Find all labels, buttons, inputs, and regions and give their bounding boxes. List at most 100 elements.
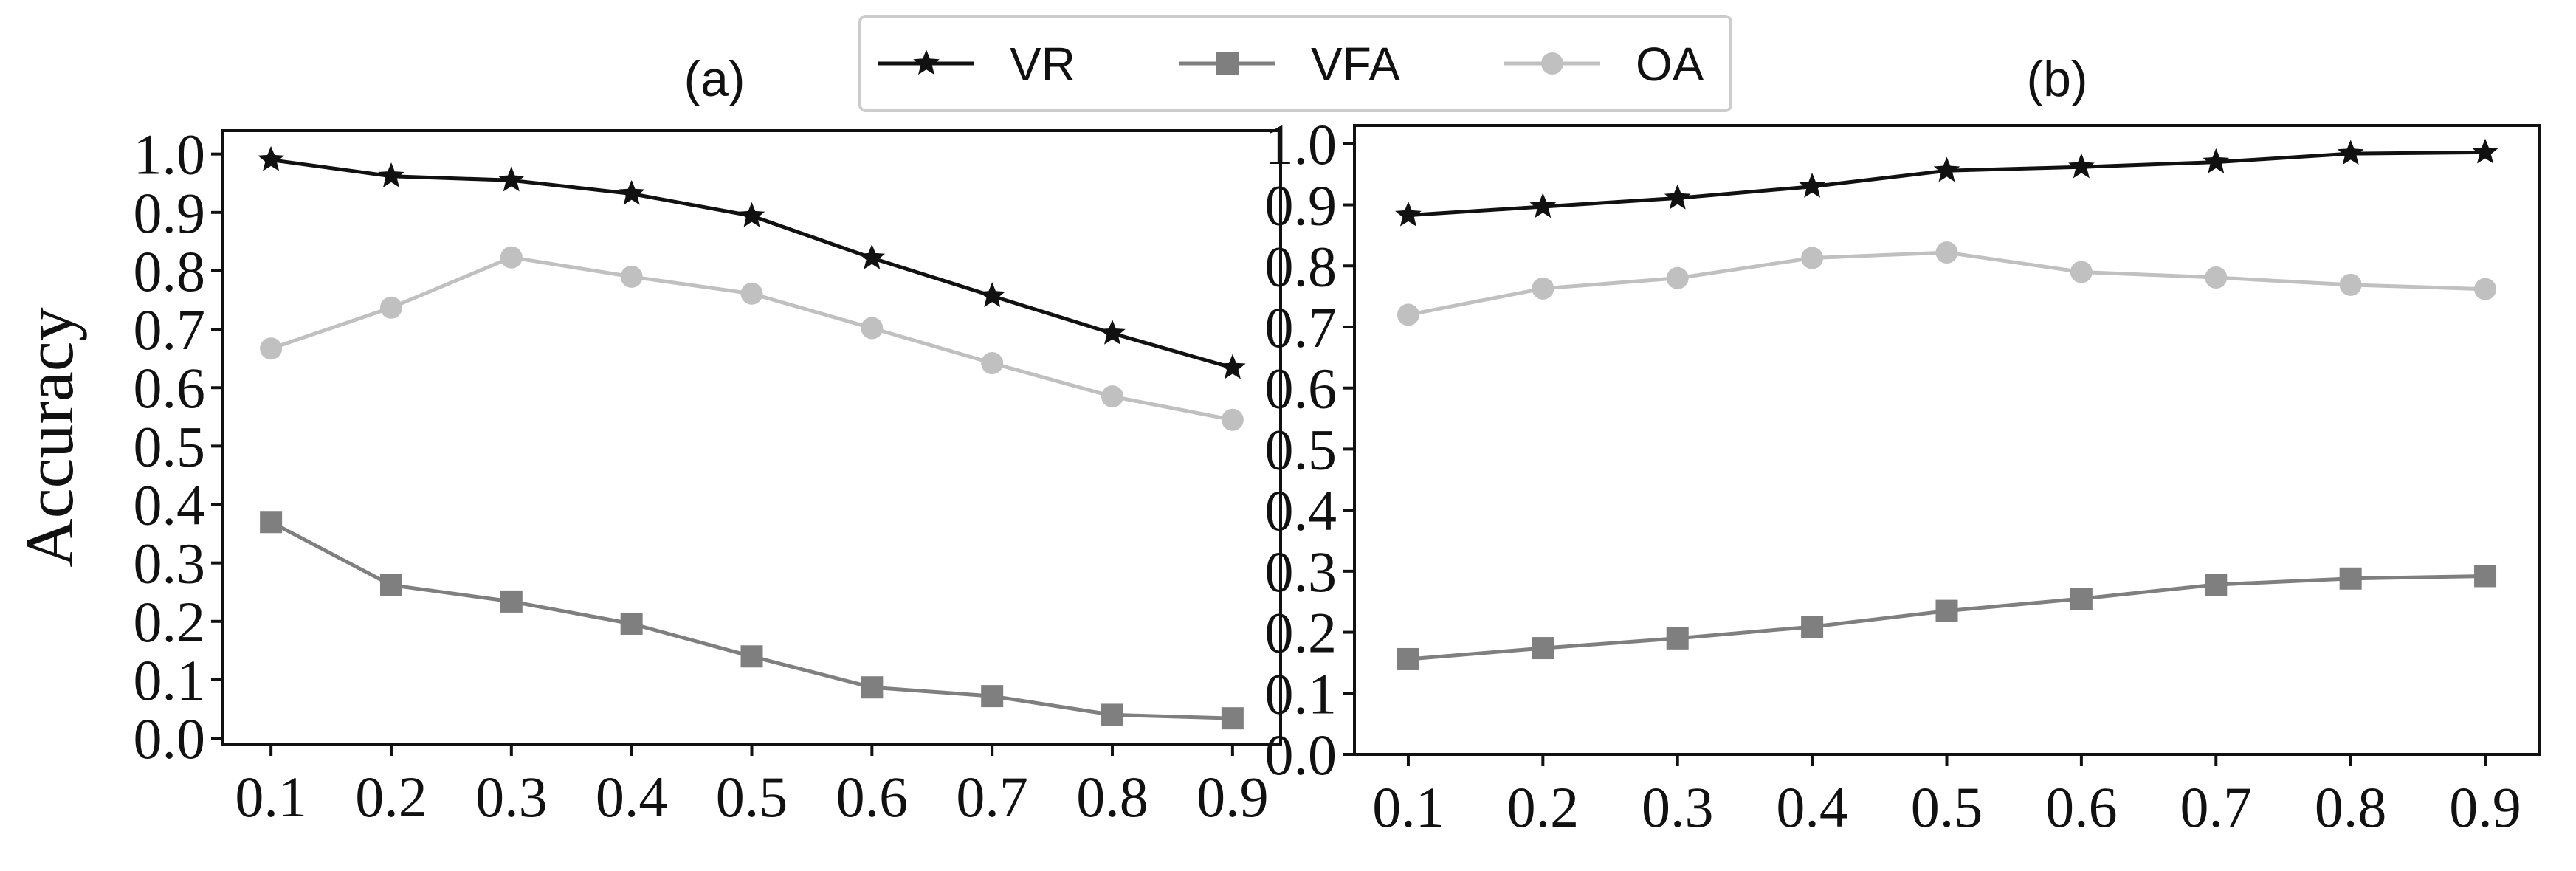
y-tick-label: 0.8	[134, 239, 206, 303]
data-point-oa	[1221, 408, 1244, 431]
data-point-vr	[738, 202, 765, 227]
y-tick-label: 0.9	[1265, 173, 1337, 238]
panel-title: (b)	[2026, 51, 2087, 107]
data-point-oa	[1935, 241, 1958, 264]
y-tick-label: 0.2	[134, 590, 206, 654]
data-point-vr	[1099, 319, 1126, 345]
x-tick-label: 0.7	[956, 765, 1028, 829]
data-point-vr	[1799, 172, 1825, 198]
data-point-vr	[1219, 354, 1246, 379]
y-tick-label: 0.3	[134, 531, 206, 596]
data-point-oa	[1101, 385, 1124, 408]
data-point-vr	[979, 282, 1005, 308]
data-point-vr	[1395, 201, 1422, 227]
data-point-vfa	[2070, 588, 2093, 610]
data-point-oa	[1801, 247, 1824, 269]
data-point-oa	[1397, 303, 1419, 326]
y-tick-label: 1.0	[1265, 112, 1337, 176]
data-point-vr	[1933, 156, 1960, 182]
data-point-vfa	[260, 511, 283, 534]
data-point-vfa	[1935, 599, 1958, 622]
y-tick-label: 0.2	[1265, 601, 1337, 665]
data-point-oa	[2474, 278, 2497, 300]
y-tick-label: 0.7	[1265, 295, 1337, 359]
data-point-oa	[500, 246, 523, 269]
y-tick-label: 0.4	[1265, 478, 1337, 543]
data-point-oa	[2070, 261, 2093, 283]
data-point-vr	[2203, 148, 2230, 173]
data-point-oa	[2339, 273, 2362, 296]
data-point-vr	[378, 162, 404, 187]
y-tick-label: 0.5	[134, 414, 206, 478]
plot-frame	[1353, 124, 2541, 756]
x-tick-label: 0.8	[2315, 775, 2387, 839]
data-point-vr	[2068, 153, 2095, 179]
x-tick-label: 0.7	[2180, 775, 2253, 839]
x-tick-label: 0.3	[475, 765, 548, 829]
data-point-vr	[858, 244, 886, 269]
data-point-vfa	[1666, 627, 1689, 650]
data-point-vfa	[2474, 565, 2497, 588]
data-point-oa	[379, 296, 402, 319]
y-tick-label: 0.0	[134, 706, 206, 771]
data-point-oa	[620, 265, 643, 288]
data-point-oa	[861, 317, 884, 340]
data-point-vr	[1529, 193, 1557, 218]
x-tick-label: 0.8	[1076, 765, 1148, 829]
x-tick-label: 0.2	[355, 765, 427, 829]
series-line-oa	[270, 255, 1233, 422]
y-tick-label: 0.8	[1265, 234, 1337, 298]
data-point-vfa	[1801, 616, 1824, 638]
data-point-vfa	[500, 590, 523, 613]
y-tick-label: 0.5	[1265, 417, 1337, 481]
y-axis-label: Accuracy	[12, 307, 87, 567]
panel-b-chart: (b)0.00.10.20.30.40.50.60.70.80.91.00.1 0…	[1265, 51, 2541, 839]
y-tick-label: 1.0	[134, 123, 206, 187]
series-line-vfa	[269, 520, 1233, 720]
data-point-oa	[981, 351, 1004, 374]
y-tick-label: 0.7	[134, 297, 206, 362]
data-point-vfa	[861, 676, 884, 699]
data-point-vr	[1664, 184, 1691, 210]
data-point-vr	[618, 179, 645, 205]
data-point-vfa	[1397, 647, 1419, 670]
legend-marker-vr	[913, 49, 940, 75]
legend-box	[858, 15, 1732, 112]
data-point-vr	[258, 145, 284, 171]
legend-label-oa: OA	[1636, 38, 1704, 91]
data-point-vfa	[1221, 707, 1244, 730]
x-tick-label: 0.4	[596, 765, 668, 829]
x-tick-label: 0.5	[716, 765, 788, 829]
data-point-oa	[740, 282, 763, 305]
data-point-vr	[498, 166, 525, 192]
x-tick-label: 0.3	[1642, 775, 1714, 839]
panel-title: (a)	[683, 51, 745, 107]
data-point-oa	[2205, 266, 2228, 289]
panel-a-chart: (a)0.00.10.20.30.40.50.60.70.80.91.00.1 0…	[12, 51, 1282, 829]
legend-marker-oa	[1541, 52, 1563, 75]
data-point-vfa	[2339, 567, 2362, 590]
x-tick-label: 0.5	[1911, 775, 1983, 839]
x-tick-label: 0.1	[235, 765, 307, 829]
data-point-vfa	[1101, 703, 1124, 726]
x-tick-label: 0.4	[1776, 775, 1848, 839]
data-point-vr	[2472, 138, 2498, 164]
data-point-vfa	[2205, 574, 2228, 596]
y-tick-label: 0.9	[134, 181, 206, 245]
y-tick-label: 0.1	[134, 648, 206, 712]
legend-label-vfa: VFA	[1311, 38, 1400, 91]
legend-label-vr: VR	[1010, 38, 1075, 91]
y-tick-label: 0.4	[134, 473, 206, 537]
x-tick-label: 0.9	[2449, 775, 2521, 839]
data-point-oa	[1666, 266, 1689, 289]
data-point-vfa	[740, 645, 763, 668]
data-point-oa	[1532, 277, 1554, 300]
y-tick-label: 0.6	[1265, 357, 1337, 421]
y-tick-label: 0.3	[1265, 540, 1337, 604]
data-point-vfa	[620, 612, 643, 635]
series-line-vr	[270, 158, 1233, 370]
y-tick-label: 0.0	[1265, 723, 1337, 787]
x-tick-label: 0.9	[1196, 765, 1269, 829]
y-tick-label: 0.1	[1265, 661, 1337, 726]
